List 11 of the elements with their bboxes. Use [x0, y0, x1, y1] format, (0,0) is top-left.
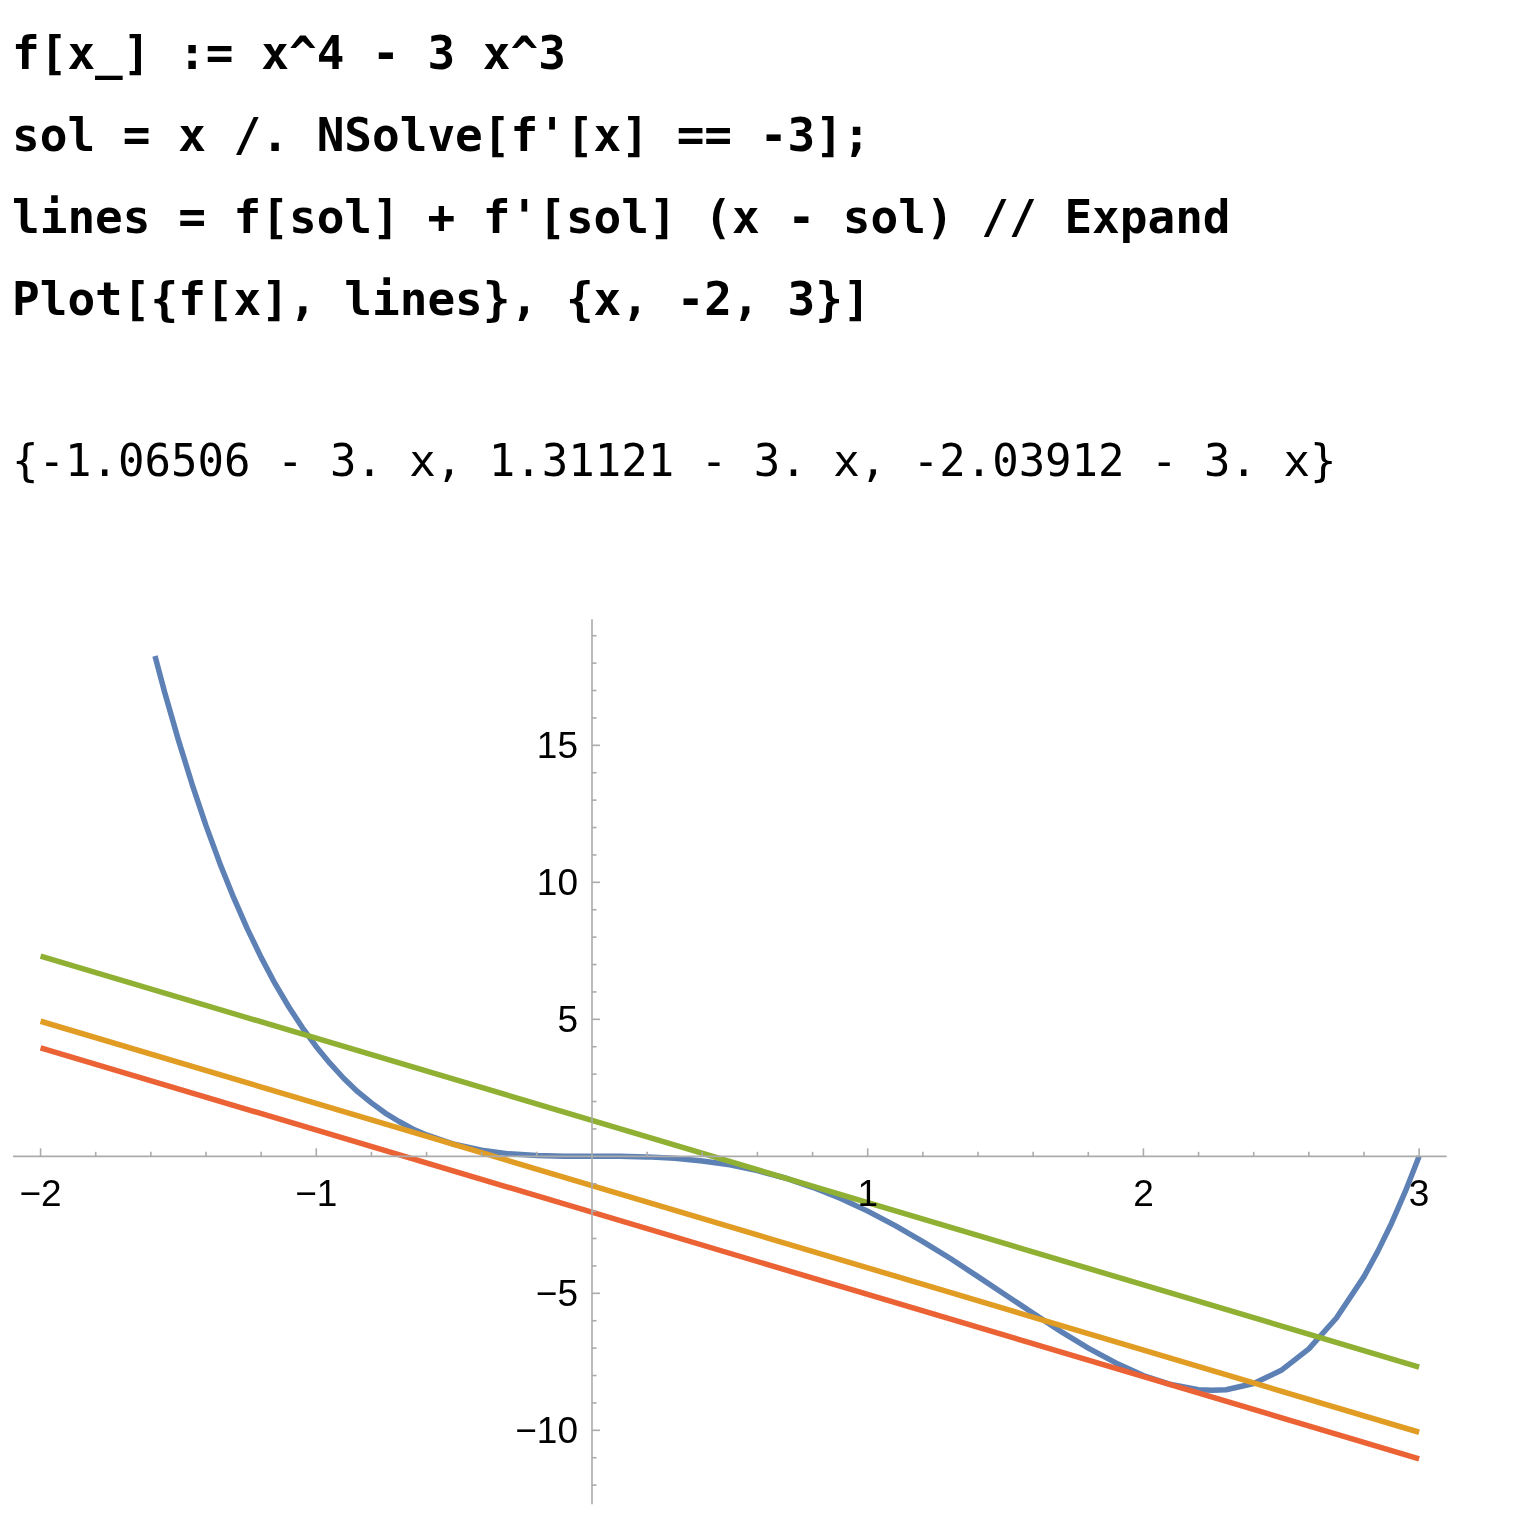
x-tick-label: 3 — [1408, 1172, 1430, 1214]
y-tick-label: 5 — [557, 998, 578, 1040]
chart-subtitle: {-1.06506 - 3. x, 1.31121 - 3. x, -2.03912 - 3. x} — [12, 434, 1337, 488]
x-tick-label: −1 — [295, 1172, 338, 1214]
chart-title: f[x_] := x^4 - 3 x^3 sol = x /. NSolve[f'[x] == -3]; lines = f[sol] + f'[sol] (x - sol) // Expand Plot[{f[x], lines}, {x, -2, 3}] — [12, 25, 1231, 328]
x-tick-label: −2 — [19, 1172, 62, 1214]
y-tick-label: 10 — [536, 861, 578, 903]
y-tick-label: −5 — [535, 1272, 578, 1314]
y-tick-label: 15 — [536, 724, 578, 766]
x-tick-label: 2 — [1133, 1172, 1154, 1214]
y-tick-label: −10 — [515, 1409, 578, 1451]
